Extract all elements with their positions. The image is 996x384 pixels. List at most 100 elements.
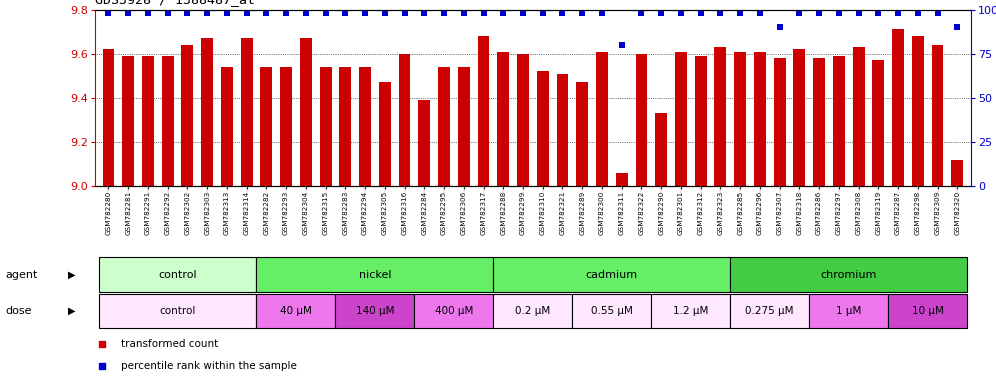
- Bar: [695, 56, 706, 186]
- Bar: [734, 51, 746, 186]
- Point: [909, 10, 925, 16]
- Bar: [573, 294, 651, 328]
- Point: [475, 10, 491, 16]
- Bar: [497, 51, 509, 186]
- Bar: [161, 56, 173, 186]
- Text: 1 μM: 1 μM: [836, 306, 862, 316]
- Bar: [300, 38, 312, 186]
- Bar: [418, 100, 430, 186]
- Text: dose: dose: [5, 306, 32, 316]
- Text: control: control: [159, 306, 196, 316]
- Bar: [340, 67, 352, 186]
- Point: [495, 10, 511, 16]
- Bar: [635, 54, 647, 186]
- Bar: [651, 294, 730, 328]
- Point: [811, 10, 827, 16]
- Text: 140 μM: 140 μM: [356, 306, 394, 316]
- Text: transformed count: transformed count: [121, 339, 218, 349]
- Bar: [754, 51, 766, 186]
- Bar: [438, 67, 450, 186]
- Bar: [414, 294, 493, 328]
- Point: [121, 10, 136, 16]
- Point: [396, 10, 412, 16]
- Point: [318, 10, 334, 16]
- Point: [871, 10, 886, 16]
- Text: chromium: chromium: [821, 270, 876, 280]
- Point: [298, 10, 314, 16]
- Point: [219, 10, 235, 16]
- Bar: [221, 67, 233, 186]
- Bar: [99, 294, 257, 328]
- Point: [712, 10, 728, 16]
- Bar: [478, 36, 489, 186]
- Point: [140, 10, 156, 16]
- Point: [653, 10, 669, 16]
- Bar: [892, 30, 904, 186]
- Bar: [378, 83, 390, 186]
- Text: control: control: [158, 270, 197, 280]
- Text: cadmium: cadmium: [586, 270, 637, 280]
- Point: [278, 10, 294, 16]
- Bar: [257, 257, 493, 292]
- Text: nickel: nickel: [359, 270, 391, 280]
- Bar: [794, 50, 806, 186]
- Bar: [123, 56, 134, 186]
- Point: [575, 10, 591, 16]
- Bar: [557, 74, 569, 186]
- Bar: [181, 45, 193, 186]
- Bar: [99, 257, 257, 292]
- Bar: [537, 71, 549, 186]
- Text: agent: agent: [5, 270, 38, 280]
- Bar: [398, 54, 410, 186]
- Text: 400 μM: 400 μM: [434, 306, 473, 316]
- Bar: [142, 56, 153, 186]
- Bar: [596, 51, 608, 186]
- Text: ▶: ▶: [68, 306, 76, 316]
- Bar: [730, 294, 809, 328]
- Bar: [241, 38, 253, 186]
- Text: 1.2 μM: 1.2 μM: [673, 306, 708, 316]
- Bar: [714, 47, 726, 186]
- Point: [358, 10, 374, 16]
- Point: [752, 10, 768, 16]
- Bar: [616, 173, 627, 186]
- Bar: [336, 294, 414, 328]
- Point: [772, 24, 788, 30]
- Bar: [458, 67, 470, 186]
- Bar: [833, 56, 845, 186]
- Bar: [951, 160, 963, 186]
- Bar: [360, 67, 371, 186]
- Bar: [872, 60, 884, 186]
- Bar: [730, 257, 967, 292]
- Point: [456, 10, 472, 16]
- Text: ▶: ▶: [68, 270, 76, 280]
- Point: [416, 10, 432, 16]
- Point: [831, 10, 847, 16]
- Bar: [493, 257, 730, 292]
- Point: [929, 10, 945, 16]
- Bar: [320, 67, 332, 186]
- Point: [101, 10, 117, 16]
- Point: [633, 10, 649, 16]
- Bar: [813, 58, 825, 186]
- Point: [692, 10, 708, 16]
- Text: percentile rank within the sample: percentile rank within the sample: [121, 361, 297, 371]
- Point: [792, 10, 808, 16]
- Point: [890, 10, 906, 16]
- Bar: [931, 45, 943, 186]
- Point: [436, 10, 452, 16]
- Bar: [260, 67, 272, 186]
- Point: [594, 10, 610, 16]
- Bar: [853, 47, 865, 186]
- Point: [949, 24, 965, 30]
- Point: [614, 42, 629, 48]
- Point: [851, 10, 867, 16]
- Bar: [493, 294, 573, 328]
- Point: [515, 10, 531, 16]
- Point: [338, 10, 354, 16]
- Bar: [257, 294, 336, 328]
- Text: 40 μM: 40 μM: [280, 306, 312, 316]
- Bar: [675, 51, 687, 186]
- Point: [673, 10, 689, 16]
- Bar: [774, 58, 786, 186]
